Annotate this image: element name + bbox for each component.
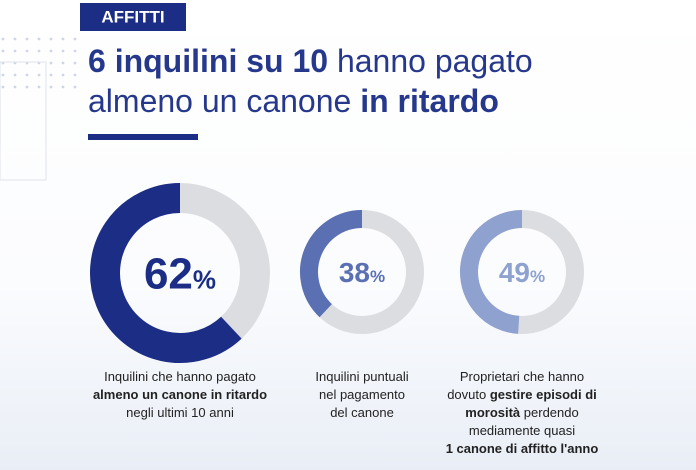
caption-line: nel pagamento <box>319 387 405 402</box>
caption-segment: perdendo <box>520 405 579 420</box>
caption-line: del canone <box>330 405 394 420</box>
donut-arc <box>300 210 363 318</box>
badge-bg <box>80 3 186 31</box>
charts: 62% Inquilini che hanno pagato almeno un c… <box>90 183 599 456</box>
caption-line: negli ultimi 10 anni <box>126 405 234 420</box>
donut-label: 62% <box>144 249 216 298</box>
dot-pattern <box>0 30 80 90</box>
caption-segment: 1 canone di affitto l'anno <box>446 441 599 456</box>
caption-line: morosità perdendo <box>465 405 578 420</box>
caption-line: Inquilini puntuali <box>315 369 408 384</box>
caption-line: Proprietari che hanno <box>460 369 584 384</box>
donut-label: 38% <box>339 257 385 288</box>
badge: AFFITTI <box>101 7 164 26</box>
title-segment: 6 inquilini su 10 <box>88 43 328 79</box>
donut-chart: 62% Inquilini che hanno pagato almeno un c… <box>90 183 270 420</box>
donut-arc <box>460 210 523 334</box>
donut-chart: 49% Proprietari che hanno dovuto gestire e… <box>446 210 599 456</box>
caption-line: Inquilini che hanno pagato <box>104 369 256 384</box>
donut-arc <box>90 183 242 363</box>
title-segment: in ritardo <box>360 83 499 119</box>
donut-unit: % <box>370 267 385 286</box>
donut-label: 49% <box>499 257 545 288</box>
caption-line: mediamente quasi <box>469 423 575 438</box>
caption-line: dovuto gestire episodi di <box>447 387 597 402</box>
title: 6 inquilini su 10 hanno pagato almeno un … <box>88 43 533 119</box>
caption-segment: dovuto <box>447 387 490 402</box>
caption-line: almeno un canone in ritardo <box>93 387 267 402</box>
title-line: 6 inquilini su 10 hanno pagato <box>88 43 533 79</box>
title-underline <box>88 134 198 140</box>
caption-segment: del canone <box>330 405 394 420</box>
title-segment: hanno pagato <box>328 43 533 79</box>
caption-segment: Inquilini puntuali <box>315 369 408 384</box>
donut-value: 62 <box>144 249 193 298</box>
caption-line: 1 canone di affitto l'anno <box>446 441 599 456</box>
title-line: almeno un canone in ritardo <box>88 83 499 119</box>
caption-segment: Proprietari che hanno <box>460 369 584 384</box>
caption-segment: Inquilini che hanno pagato <box>104 369 256 384</box>
donut-unit: % <box>530 267 545 286</box>
donut-value: 38 <box>339 257 370 288</box>
caption-segment: almeno un canone in ritardo <box>93 387 267 402</box>
donut-value: 49 <box>499 257 530 288</box>
caption-segment: morosità <box>465 405 521 420</box>
donut-chart: 38% Inquilini puntuali nel pagamento del ca… <box>300 210 424 420</box>
caption-segment: gestire episodi di <box>490 387 597 402</box>
frame-deco <box>0 61 47 181</box>
title-segment: almeno un canone <box>88 83 360 119</box>
caption-segment: negli ultimi 10 anni <box>126 405 234 420</box>
caption-segment: nel pagamento <box>319 387 405 402</box>
donut-unit: % <box>193 264 216 294</box>
caption-segment: mediamente quasi <box>469 423 575 438</box>
